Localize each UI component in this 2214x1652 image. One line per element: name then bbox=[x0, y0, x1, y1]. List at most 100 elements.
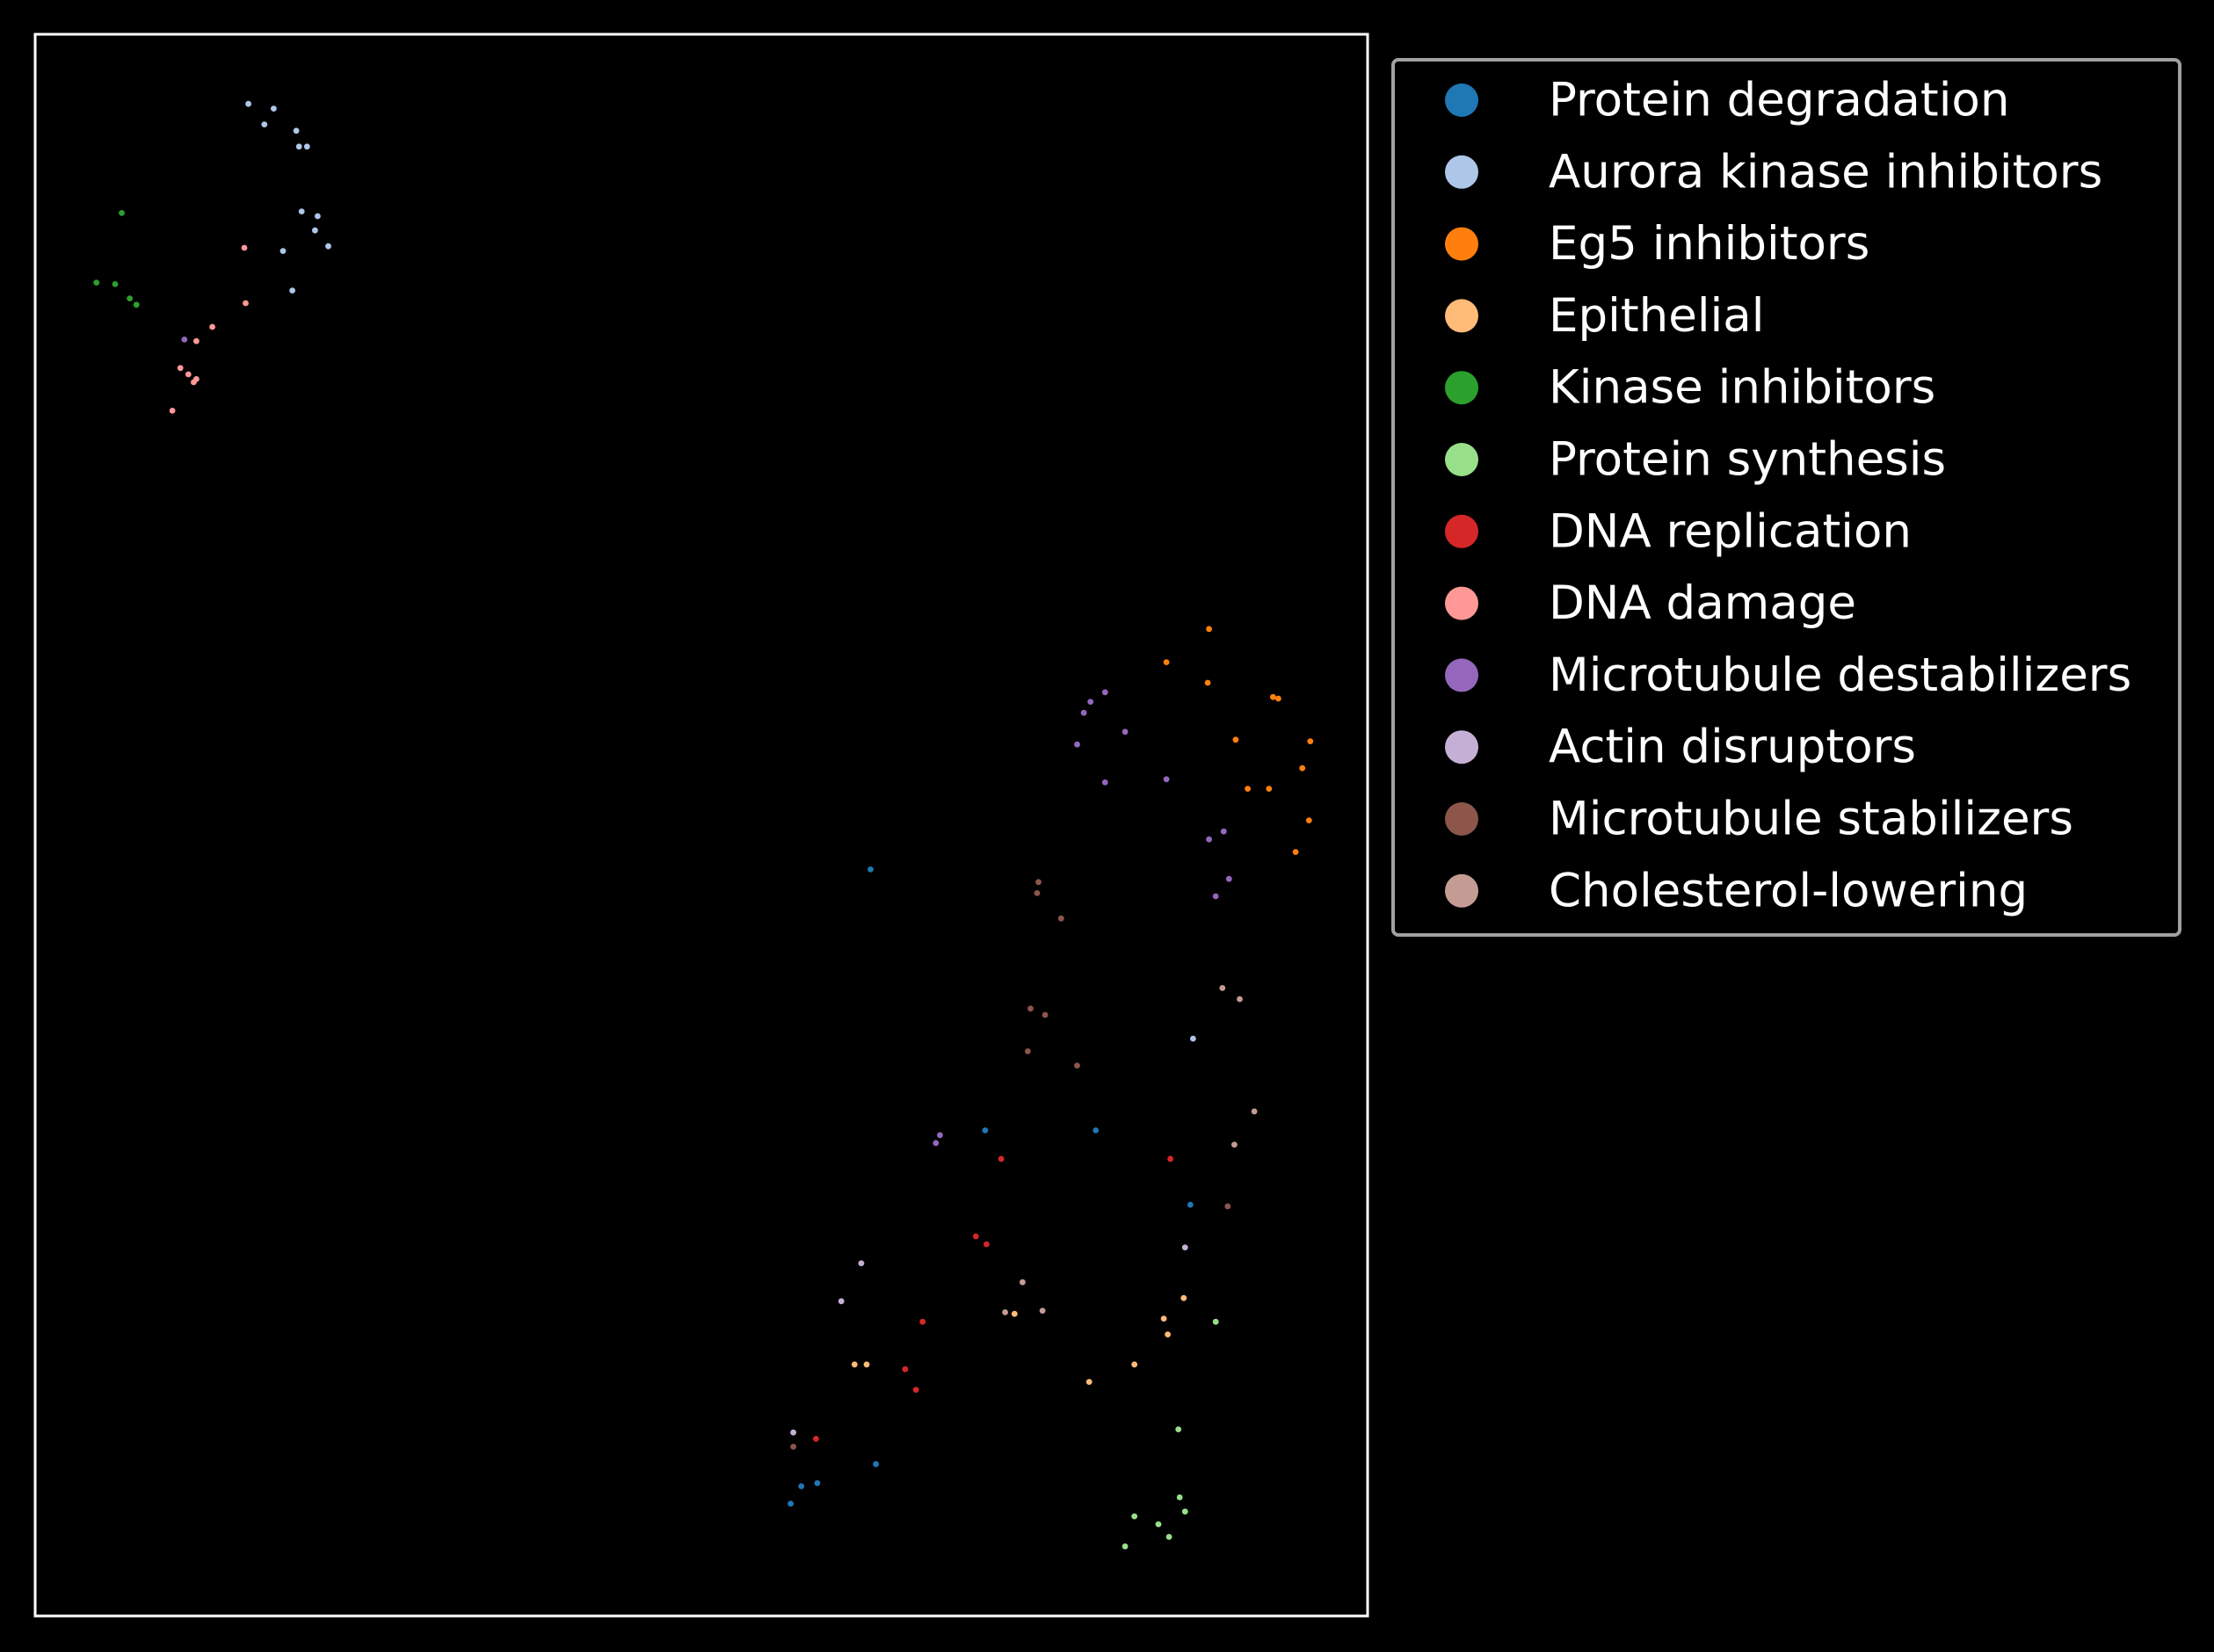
point-microtubule-destabilizers-7 bbox=[1163, 776, 1170, 783]
point-protein-synthesis-3 bbox=[1181, 1508, 1188, 1515]
point-microtubule-destabilizers-1 bbox=[1101, 689, 1108, 696]
point-cholesterol-lowering-6 bbox=[1039, 1308, 1046, 1314]
legend-label-aurora-kinase-inhibitors: Aurora kinase inhibitors bbox=[1549, 145, 2102, 199]
point-microtubule-destabilizers-5 bbox=[1074, 741, 1080, 748]
point-protein-synthesis-5 bbox=[1155, 1521, 1162, 1527]
point-protein-synthesis-1 bbox=[1175, 1426, 1182, 1432]
point-dna-replication-6 bbox=[912, 1387, 919, 1393]
point-protein-synthesis-0 bbox=[1212, 1318, 1219, 1325]
point-dna-damage-7 bbox=[191, 379, 197, 386]
point-protein-degradation-0 bbox=[982, 1127, 989, 1134]
legend-label-dna-replication: DNA replication bbox=[1549, 504, 1912, 558]
point-dna-replication-4 bbox=[919, 1318, 926, 1325]
point-microtubule-destabilizers-6 bbox=[1101, 779, 1108, 786]
point-actin-disruptors-1 bbox=[838, 1298, 845, 1305]
point-microtubule-destabilizers-2 bbox=[1087, 699, 1094, 705]
point-cholesterol-lowering-0 bbox=[1219, 985, 1226, 991]
point-aurora-kinase-inhibitors-4 bbox=[303, 143, 310, 150]
point-eg5-inhibitors-2 bbox=[1204, 679, 1211, 686]
legend-label-dna-damage: DNA damage bbox=[1549, 576, 1856, 630]
point-eg5-inhibitors-11 bbox=[1292, 849, 1299, 855]
point-dna-damage-0 bbox=[241, 244, 248, 251]
point-dna-replication-1 bbox=[1167, 1156, 1173, 1163]
point-protein-synthesis-6 bbox=[1165, 1533, 1172, 1540]
point-dna-replication-0 bbox=[998, 1156, 1005, 1163]
point-cholesterol-lowering-3 bbox=[1231, 1141, 1238, 1148]
point-microtubule-destabilizers-3 bbox=[1080, 709, 1087, 716]
point-dna-replication-3 bbox=[984, 1241, 990, 1248]
point-kinase-inhibitors-2 bbox=[93, 279, 100, 286]
point-epithelial-5 bbox=[851, 1361, 858, 1368]
point-microtubule-stabilizers-8 bbox=[790, 1444, 796, 1450]
legend-marker-eg5-inhibitors bbox=[1445, 227, 1478, 261]
point-aurora-kinase-inhibitors-0 bbox=[245, 100, 251, 107]
point-eg5-inhibitors-7 bbox=[1299, 764, 1306, 772]
point-protein-degradation-3 bbox=[867, 866, 874, 873]
point-protein-degradation-2 bbox=[1187, 1201, 1194, 1208]
point-eg5-inhibitors-1 bbox=[1163, 659, 1170, 665]
point-protein-synthesis-4 bbox=[1131, 1513, 1138, 1519]
point-microtubule-destabilizers-10 bbox=[1225, 875, 1232, 882]
point-epithelial-1 bbox=[1160, 1315, 1167, 1322]
point-dna-damage-2 bbox=[209, 323, 216, 330]
point-microtubule-stabilizers-6 bbox=[1074, 1062, 1080, 1069]
point-eg5-inhibitors-9 bbox=[1266, 786, 1273, 792]
point-actin-disruptors-0 bbox=[858, 1260, 865, 1266]
point-dna-damage-1 bbox=[243, 300, 249, 307]
point-protein-synthesis-2 bbox=[1176, 1494, 1183, 1501]
point-microtubule-destabilizers-8 bbox=[1220, 828, 1227, 835]
legend-label-microtubule-stabilizers: Microtubule stabilizers bbox=[1549, 793, 2073, 846]
point-microtubule-destabilizers-13 bbox=[933, 1140, 940, 1147]
legend-label-cholesterol-lowering: Cholesterol-lowering bbox=[1549, 864, 2028, 917]
point-microtubule-stabilizers-4 bbox=[1042, 1011, 1049, 1018]
point-protein-degradation-4 bbox=[788, 1500, 794, 1507]
legend-marker-protein-degradation bbox=[1445, 83, 1478, 117]
point-eg5-inhibitors-3 bbox=[1270, 693, 1276, 700]
point-dna-replication-7 bbox=[813, 1436, 819, 1442]
data-points bbox=[93, 100, 1314, 1550]
point-cholesterol-lowering-2 bbox=[1251, 1108, 1258, 1115]
point-aurora-kinase-inhibitors-10 bbox=[279, 248, 287, 254]
legend: Protein degradation Aurora kinase inhibit… bbox=[1391, 58, 2181, 937]
point-eg5-inhibitors-4 bbox=[1275, 695, 1281, 702]
point-aurora-kinase-inhibitors-7 bbox=[315, 213, 321, 220]
legend-label-protein-degradation: Protein degradation bbox=[1549, 74, 2009, 127]
point-dna-damage-4 bbox=[177, 365, 184, 372]
point-microtubule-stabilizers-0 bbox=[1035, 879, 1042, 886]
point-aurora-kinase-inhibitors-2 bbox=[271, 105, 277, 112]
legend-marker-kinase-inhibitors bbox=[1445, 371, 1478, 405]
point-kinase-inhibitors-4 bbox=[133, 301, 140, 308]
legend-marker-cholesterol-lowering bbox=[1445, 873, 1478, 908]
point-aurora-kinase-inhibitors-1 bbox=[261, 121, 268, 128]
point-cholesterol-lowering-1 bbox=[1237, 996, 1243, 1003]
legend-label-kinase-inhibitors: Kinase inhibitors bbox=[1549, 361, 1935, 415]
point-aurora-kinase-inhibitors-5 bbox=[293, 127, 300, 134]
point-actin-disruptors-3 bbox=[790, 1429, 796, 1436]
point-protein-degradation-6 bbox=[814, 1480, 821, 1487]
point-eg5-inhibitors-10 bbox=[1305, 817, 1312, 823]
point-microtubule-destabilizers-4 bbox=[1122, 728, 1129, 735]
legend-label-epithelial: Epithelial bbox=[1549, 289, 1765, 343]
legend-marker-aurora-kinase-inhibitors bbox=[1445, 155, 1478, 189]
legend-label-microtubule-destabilizers: Microtubule destabilizers bbox=[1549, 648, 2131, 702]
point-epithelial-3 bbox=[1165, 1331, 1171, 1337]
point-protein-degradation-7 bbox=[798, 1483, 805, 1489]
point-aurora-kinase-inhibitors-11 bbox=[289, 287, 295, 293]
point-eg5-inhibitors-8 bbox=[1245, 786, 1251, 792]
point-microtubule-stabilizers-2 bbox=[1057, 915, 1064, 922]
legend-marker-dna-damage bbox=[1445, 586, 1478, 620]
point-protein-degradation-5 bbox=[873, 1460, 879, 1467]
point-protein-degradation-1 bbox=[1092, 1127, 1100, 1134]
point-cholesterol-lowering-5 bbox=[1002, 1309, 1008, 1315]
point-microtubule-stabilizers-3 bbox=[1027, 1005, 1034, 1012]
point-aurora-kinase-inhibitors-8 bbox=[325, 243, 331, 250]
point-aurora-kinase-inhibitors-12 bbox=[1190, 1035, 1196, 1042]
point-microtubule-destabilizers-11 bbox=[1212, 893, 1219, 900]
point-microtubule-stabilizers-7 bbox=[1224, 1203, 1231, 1210]
point-eg5-inhibitors-6 bbox=[1307, 738, 1314, 744]
point-dna-damage-8 bbox=[169, 408, 176, 414]
point-actin-disruptors-2 bbox=[1181, 1244, 1188, 1250]
point-dna-replication-5 bbox=[902, 1366, 909, 1373]
point-epithelial-6 bbox=[1131, 1361, 1138, 1368]
point-kinase-inhibitors-0 bbox=[119, 210, 125, 216]
